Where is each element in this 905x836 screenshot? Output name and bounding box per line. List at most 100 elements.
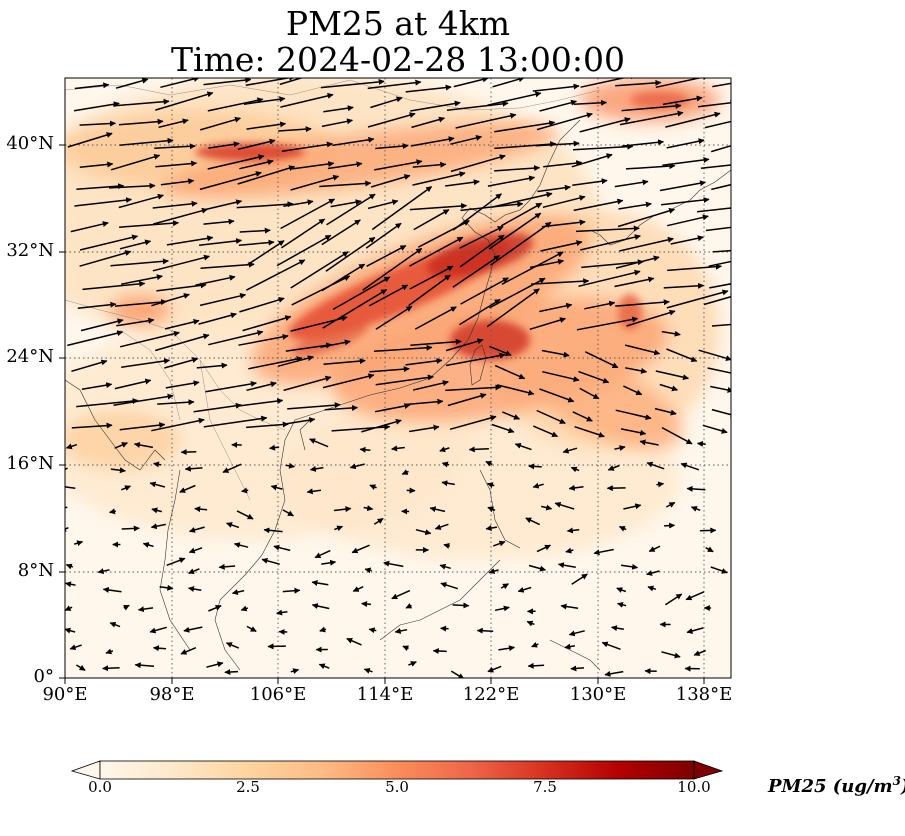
wind-arrow <box>575 225 640 233</box>
wind-arrow <box>276 234 332 267</box>
wind-arrow <box>324 404 358 411</box>
wind-arrow <box>184 465 203 472</box>
wind-arrow <box>367 79 422 90</box>
wind-arrow <box>685 591 705 601</box>
wind-arrow <box>366 244 407 267</box>
wind-arrow <box>531 641 539 648</box>
wind-arrow <box>73 540 84 547</box>
wind-arrow <box>97 568 110 575</box>
wind-arrow <box>330 199 362 208</box>
wind-arrow <box>152 254 210 272</box>
wind-arrow <box>367 199 399 210</box>
wind-arrow <box>157 399 195 406</box>
wind-arrow <box>410 136 455 147</box>
wind-arrow <box>617 208 676 228</box>
wind-arrow <box>494 120 556 133</box>
wind-arrow <box>155 91 214 111</box>
wind-vectors <box>65 78 731 678</box>
wind-arrow <box>487 665 502 673</box>
wind-arrow <box>368 284 409 307</box>
wind-arrow <box>195 274 236 286</box>
wind-arrow <box>233 542 249 549</box>
wind-arrow <box>434 523 449 530</box>
wind-arrow <box>79 234 139 251</box>
wind-arrow <box>498 645 515 652</box>
wind-arrow <box>110 467 126 474</box>
wind-arrow <box>572 411 593 422</box>
wind-arrow <box>485 460 493 467</box>
y-tick-label: 40°N <box>6 133 54 154</box>
wind-arrow <box>564 643 576 650</box>
wind-arrow <box>405 84 452 93</box>
y-tick-label: 0° <box>33 666 54 687</box>
wind-arrow <box>105 648 114 655</box>
colorbar-tick-label: 7.5 <box>533 778 557 796</box>
wind-arrow <box>309 438 329 448</box>
wind-arrow <box>540 240 583 252</box>
wind-arrow <box>409 202 468 211</box>
wind-arrow <box>373 517 384 525</box>
wind-arrow <box>290 174 340 191</box>
wind-arrow <box>665 501 676 508</box>
wind-arrow <box>79 120 116 127</box>
wind-arrow <box>240 605 249 612</box>
wind-arrow <box>625 367 648 374</box>
wind-arrow <box>536 544 551 553</box>
map-title-line1: PM25 at 4km <box>285 4 511 43</box>
wind-arrow <box>246 625 257 633</box>
wind-arrow <box>114 299 167 307</box>
y-tick-label: 16°N <box>6 453 54 474</box>
wind-arrow <box>241 487 249 494</box>
wind-arrow <box>611 625 625 632</box>
wind-arrow <box>322 373 375 389</box>
wind-arrow <box>208 330 264 346</box>
wind-arrow <box>584 300 616 310</box>
wind-arrow <box>160 78 200 89</box>
wind-arrow <box>196 362 228 369</box>
wind-arrow <box>571 573 588 585</box>
wind-arrow <box>500 583 509 590</box>
colorbar-tick-label: 2.5 <box>236 778 260 796</box>
wind-arrow <box>581 259 644 269</box>
map-title-line2: Time: 2024-02-28 13:00:00 <box>171 40 625 79</box>
wind-arrow <box>566 527 580 534</box>
wind-arrow <box>449 415 497 431</box>
wind-arrow <box>71 359 108 373</box>
colorbar-extend-max <box>693 760 724 780</box>
wind-arrow <box>412 161 447 168</box>
wind-arrow <box>166 235 214 246</box>
wind-arrow <box>711 183 731 191</box>
wind-arrow <box>615 299 670 307</box>
x-tick-label: 130°E <box>569 684 627 705</box>
wind-arrow <box>704 120 731 129</box>
wind-arrow <box>391 589 411 600</box>
wind-arrow <box>188 586 202 592</box>
wind-arrow <box>445 352 506 367</box>
wind-arrow <box>370 174 411 188</box>
wind-arrow <box>614 179 649 188</box>
wind-arrow <box>363 505 374 512</box>
wind-arrow <box>402 645 410 652</box>
wind-arrow <box>391 445 405 452</box>
wind-arrow <box>417 220 470 248</box>
wind-arrow <box>65 581 76 588</box>
wind-arrow <box>102 586 122 593</box>
wind-arrow <box>373 344 433 353</box>
borders <box>65 79 601 501</box>
wind-arrow <box>108 182 156 189</box>
wind-arrow <box>459 298 501 326</box>
wind-arrow <box>432 648 447 655</box>
wind-arrow <box>119 422 166 431</box>
wind-arrow <box>283 417 316 425</box>
wind-arrow <box>409 265 454 290</box>
wind-arrow <box>578 370 610 384</box>
wind-arrow <box>179 484 196 493</box>
wind-arrow <box>208 605 222 612</box>
gridlines <box>65 78 731 678</box>
wind-arrow <box>81 382 113 391</box>
wind-arrow <box>450 670 465 678</box>
wind-arrow <box>159 584 174 591</box>
wind-arrow <box>273 544 291 552</box>
wind-arrow <box>429 506 446 513</box>
x-tick-label: 106°E <box>249 684 307 705</box>
